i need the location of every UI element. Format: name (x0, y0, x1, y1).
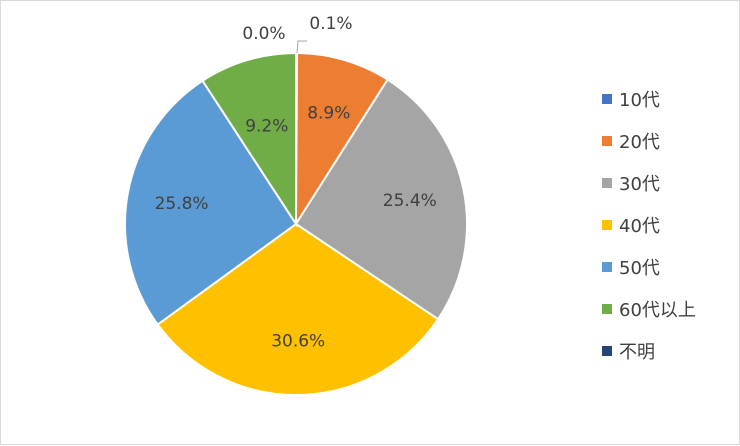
legend-label-1: 10代 (619, 90, 660, 111)
pie-slice-5 (124, 79, 298, 326)
pie-slice-6 (201, 51, 297, 228)
data-label-1: 0.1% (309, 14, 352, 34)
leader-line-1 (296, 40, 307, 54)
data-label-6: 9.2% (245, 117, 288, 137)
legend-swatch-4 (602, 220, 612, 230)
pie-slice-4 (156, 222, 440, 396)
legend-swatch-2 (602, 136, 612, 146)
legend-label-3: 30代 (619, 174, 660, 195)
data-label-3: 25.4% (383, 191, 437, 211)
legend-swatch-5 (602, 262, 612, 272)
data-label-5: 25.8% (155, 194, 209, 214)
legend-swatch-3 (602, 178, 612, 188)
legend-label-7: 不明 (619, 342, 655, 363)
legend-label-2: 20代 (619, 132, 660, 153)
leader-lines (296, 40, 307, 54)
legend-label-5: 50代 (619, 258, 660, 279)
pie-slices (124, 51, 468, 396)
data-labels: 0.1% 8.9% 25.4% 30.6% 25.8% 9.2% 0.0% (155, 14, 437, 351)
legend-swatch-7 (602, 346, 612, 356)
pie-slice-3 (294, 78, 468, 321)
legend-swatch-6 (602, 304, 612, 314)
legend-label-6: 60代以上 (619, 300, 696, 321)
data-label-4: 30.6% (271, 331, 325, 351)
legend-label-4: 40代 (619, 216, 660, 237)
pie-slice-2 (294, 51, 390, 228)
data-label-7: 0.0% (242, 24, 285, 44)
legend-swatch-1 (602, 94, 612, 104)
data-label-2: 8.9% (307, 103, 350, 123)
